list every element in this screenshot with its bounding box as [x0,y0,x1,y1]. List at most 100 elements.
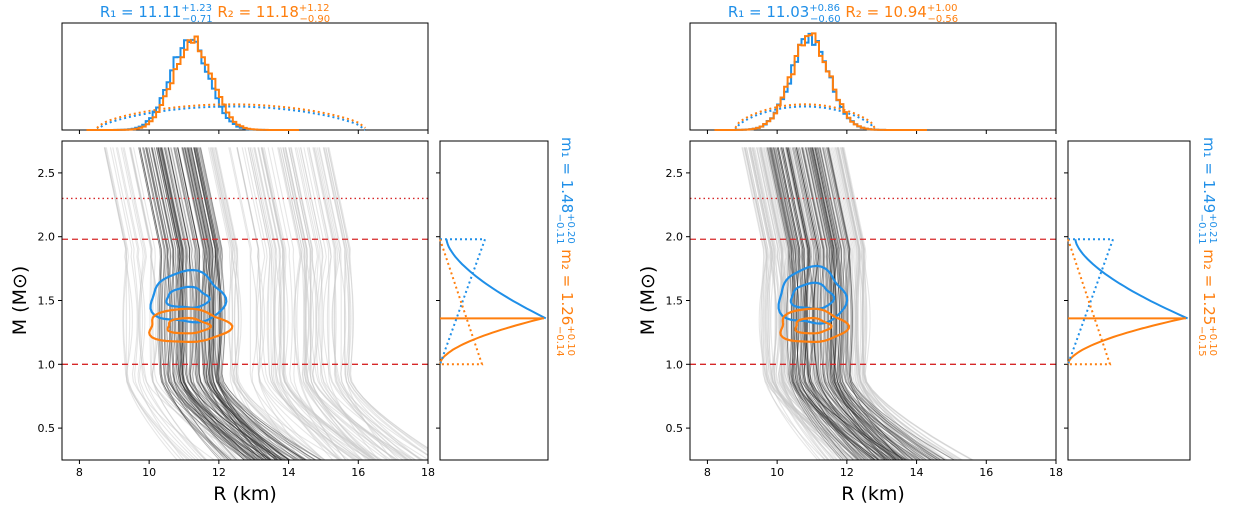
prior-eos-curve [260,147,370,460]
prior-eos-curve [805,147,926,460]
posterior-eos-curve [151,147,272,460]
prior-eos-curve [753,147,857,460]
posterior-eos-curve [817,147,911,460]
prior-eos-curve [129,147,208,460]
posterior-eos-curve [177,147,297,460]
prior-eos-curve [166,147,291,460]
prior-eos-curve [780,147,890,460]
prior-eos-curve [837,147,922,460]
prior-eos-curve [759,147,830,460]
prior-eos-curve [777,147,859,460]
y-axis-label: M (M⊙) [9,266,31,336]
prior-eos-curve [741,147,871,460]
x-tick-label: 12 [840,466,854,479]
prior-eos-curve [168,147,290,460]
prior-eos-curve [796,147,908,460]
m1-contour [149,268,228,324]
posterior-eos-curve [191,147,270,460]
prior-eos-curve [296,147,397,460]
r2-posterior-hist [86,35,299,131]
prior-eos-curve [799,147,928,460]
posterior-eos-curve [822,147,941,460]
posterior-eos-curve [151,147,260,460]
r1-posterior-hist [86,38,299,131]
posterior-eos-curve [770,147,859,460]
posterior-eos-curve [813,147,938,460]
posterior-eos-curve [777,147,906,460]
prior-eos-curve [838,147,925,460]
prior-eos-curve [316,147,413,460]
posterior-eos-curve [143,147,220,460]
posterior-eos-curve [146,147,257,460]
x-tick-label: 10 [770,466,784,479]
prior-eos-curve [228,147,326,460]
posterior-eos-curve [788,147,867,460]
posterior-eos-curve [819,147,914,460]
posterior-eos-curve [792,147,898,460]
prior-eos-curve [799,147,872,460]
m2-prior-hist [1067,238,1112,366]
prior-eos-curve [278,147,347,460]
main-plot-area [62,147,428,460]
prior-eos-curve [300,147,424,460]
posterior-eos-curve [188,147,267,460]
y-tick-label: 2.0 [38,231,56,244]
m2-value: m₂ = 1.26 [558,244,576,325]
prior-eos-curve [841,147,962,460]
posterior-eos-curve [145,147,252,460]
prior-eos-curve [112,147,197,460]
prior-eos-curve [835,147,937,460]
prior-eos-curve [749,147,842,460]
prior-eos-curve [837,147,958,460]
prior-eos-curve [842,147,973,460]
prior-eos-curve [151,147,252,460]
prior-eos-curve [300,147,396,460]
prior-eos-curve [212,147,341,460]
r2-value: R₂ = 11.18 [213,3,299,21]
posterior-eos-curve [786,147,885,460]
m1-contour [789,281,836,311]
prior-eos-curve [759,147,835,460]
prior-eos-curve [258,147,361,460]
posterior-eos-curve [774,147,886,460]
prior-eos-curve [123,147,203,460]
prior-eos-curve [236,147,310,460]
posterior-eos-curve [182,147,268,460]
posterior-eos-curve [812,147,887,460]
prior-eos-curve [188,147,267,460]
m1-contour [165,285,211,309]
prior-eos-curve [819,147,901,460]
prior-eos-curve [312,147,409,460]
m1-upper: +0.20 [565,213,576,244]
posterior-eos-curve [139,147,266,460]
r1-upper: +0.86 [809,3,840,14]
prior-eos-curve [765,147,839,460]
posterior-eos-curve [801,147,897,460]
posterior-eos-curve [165,147,261,460]
posterior-eos-curve [816,147,935,460]
prior-eos-curve [833,147,904,460]
posterior-eos-curve [828,147,955,460]
posterior-eos-curve [167,147,296,460]
prior-eos-curve [842,147,963,460]
posterior-eos-curve [151,147,226,460]
prior-eos-curve [282,147,363,460]
mass-summary-title: m₁ = 1.48+0.20−0.11 m₂ = 1.26+0.10−0.14 [554,137,576,357]
posterior-eos-curve [157,147,274,460]
posterior-eos-curve [175,147,263,460]
posterior-eos-curve [815,147,927,460]
posterior-eos-curve [193,147,308,460]
prior-eos-curve [834,147,924,460]
prior-eos-curve [821,147,945,460]
panel-right: 8 10 12 14 16 18 0.5 1.0 1.5 2.0 2.5 R (km) M (M⊙) R₁… [637,3,1218,505]
posterior-eos-curve [184,147,258,460]
posterior-eos-curve [195,147,272,460]
prior-eos-curve [155,147,237,460]
m2-contour [166,316,213,335]
prior-eos-curve [308,147,428,460]
posterior-eos-curve [142,147,223,460]
prior-eos-curve [289,147,410,460]
prior-eos-curve [159,147,236,460]
prior-eos-curve [789,147,911,460]
prior-eos-curve [760,147,855,460]
